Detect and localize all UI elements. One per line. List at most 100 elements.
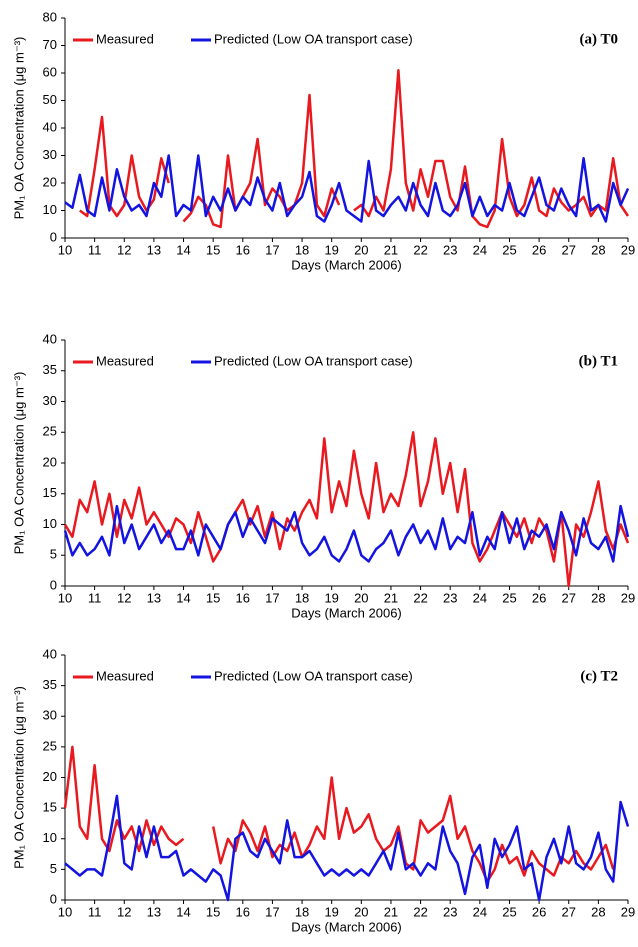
x-tick-label: 24 <box>473 590 487 605</box>
y-tick-label: 15 <box>43 485 57 500</box>
y-tick-label: 25 <box>43 424 57 439</box>
x-tick-label: 29 <box>621 242 635 257</box>
y-tick-label: 5 <box>50 547 57 562</box>
x-tick-label: 17 <box>265 904 279 919</box>
y-axis-label: PM₁ OA Concentration (μg m⁻³) <box>11 686 26 869</box>
x-tick-label: 10 <box>58 242 72 257</box>
x-tick-label: 13 <box>147 242 161 257</box>
legend-label: Predicted (Low OA transport case) <box>214 31 413 46</box>
y-tick-label: 60 <box>43 64 57 79</box>
series-line <box>64 794 630 902</box>
y-tick-label: 25 <box>43 738 57 753</box>
x-axis-label: Days (March 2006) <box>291 605 402 620</box>
x-tick-label: 16 <box>236 242 250 257</box>
y-tick-label: 35 <box>43 677 57 692</box>
x-tick-label: 26 <box>532 904 546 919</box>
x-tick-label: 27 <box>562 904 576 919</box>
y-tick-label: 0 <box>50 891 57 906</box>
y-axis-label: PM₁ OA Concentration (μg m⁻³) <box>11 37 26 220</box>
y-tick-label: 40 <box>43 331 57 346</box>
y-tick-label: 0 <box>50 229 57 244</box>
x-tick-label: 24 <box>473 904 487 919</box>
x-tick-label: 19 <box>324 590 338 605</box>
panel-label: (a) T0 <box>580 31 618 47</box>
legend-label: Predicted (Low OA transport case) <box>214 668 413 683</box>
x-tick-label: 28 <box>591 242 605 257</box>
x-tick-label: 19 <box>324 904 338 919</box>
x-tick-label: 21 <box>384 242 398 257</box>
x-tick-label: 22 <box>413 904 427 919</box>
series-line <box>63 504 630 563</box>
x-tick-label: 27 <box>562 242 576 257</box>
legend-label: Measured <box>96 31 154 46</box>
x-tick-label: 25 <box>502 590 516 605</box>
x-tick-label: 21 <box>384 904 398 919</box>
y-axis-label: PM₁ OA Concentration (μg m⁻³) <box>11 372 26 555</box>
legend-label: Measured <box>96 668 154 683</box>
x-tick-label: 23 <box>443 242 457 257</box>
y-tick-label: 70 <box>43 37 57 52</box>
x-axis-label: Days (March 2006) <box>291 257 402 272</box>
x-tick-label: 11 <box>88 242 102 257</box>
y-tick-label: 50 <box>43 92 57 107</box>
x-tick-label: 23 <box>443 904 457 919</box>
x-tick-label: 23 <box>443 590 457 605</box>
x-tick-label: 15 <box>206 904 220 919</box>
x-tick-label: 15 <box>206 590 220 605</box>
x-tick-label: 18 <box>295 904 309 919</box>
x-tick-label: 20 <box>354 590 368 605</box>
x-tick-label: 25 <box>502 242 516 257</box>
y-tick-label: 5 <box>50 861 57 876</box>
y-tick-label: 30 <box>43 393 57 408</box>
x-tick-label: 12 <box>117 242 131 257</box>
series-line <box>63 431 630 588</box>
x-tick-label: 19 <box>324 242 338 257</box>
x-tick-label: 12 <box>117 904 131 919</box>
y-tick-label: 35 <box>43 362 57 377</box>
y-tick-label: 30 <box>43 708 57 723</box>
x-tick-label: 18 <box>295 242 309 257</box>
x-tick-label: 11 <box>88 590 102 605</box>
x-tick-label: 29 <box>621 590 635 605</box>
x-tick-label: 16 <box>236 590 250 605</box>
x-tick-label: 10 <box>58 904 72 919</box>
x-tick-label: 26 <box>532 590 546 605</box>
x-tick-label: 24 <box>473 242 487 257</box>
x-tick-label: 22 <box>413 242 427 257</box>
x-tick-label: 25 <box>502 904 516 919</box>
y-tick-label: 10 <box>43 516 57 531</box>
series-line <box>79 69 630 229</box>
x-tick-label: 28 <box>591 904 605 919</box>
y-tick-label: 20 <box>43 769 57 784</box>
series-line <box>64 154 630 223</box>
x-tick-label: 22 <box>413 590 427 605</box>
x-tick-label: 27 <box>562 590 576 605</box>
x-tick-label: 13 <box>147 904 161 919</box>
y-tick-label: 0 <box>50 577 57 592</box>
y-tick-label: 30 <box>43 147 57 162</box>
x-tick-label: 14 <box>176 242 190 257</box>
x-tick-label: 28 <box>591 590 605 605</box>
x-tick-label: 26 <box>532 242 546 257</box>
legend-label: Measured <box>96 353 154 368</box>
x-tick-label: 15 <box>206 242 220 257</box>
x-tick-label: 14 <box>176 590 190 605</box>
y-tick-label: 20 <box>43 454 57 469</box>
x-tick-label: 14 <box>176 904 190 919</box>
y-tick-label: 10 <box>43 830 57 845</box>
x-tick-label: 29 <box>621 904 635 919</box>
x-tick-label: 16 <box>236 904 250 919</box>
panel-label: (b) T1 <box>579 353 618 369</box>
y-tick-label: 15 <box>43 800 57 815</box>
x-tick-label: 20 <box>354 904 368 919</box>
y-tick-label: 20 <box>43 174 57 189</box>
x-tick-label: 13 <box>147 590 161 605</box>
x-tick-label: 10 <box>58 590 72 605</box>
y-tick-label: 40 <box>43 646 57 661</box>
x-tick-label: 20 <box>354 242 368 257</box>
x-tick-label: 11 <box>88 904 102 919</box>
x-tick-label: 21 <box>384 590 398 605</box>
y-tick-label: 40 <box>43 119 57 134</box>
y-tick-label: 10 <box>43 202 57 217</box>
